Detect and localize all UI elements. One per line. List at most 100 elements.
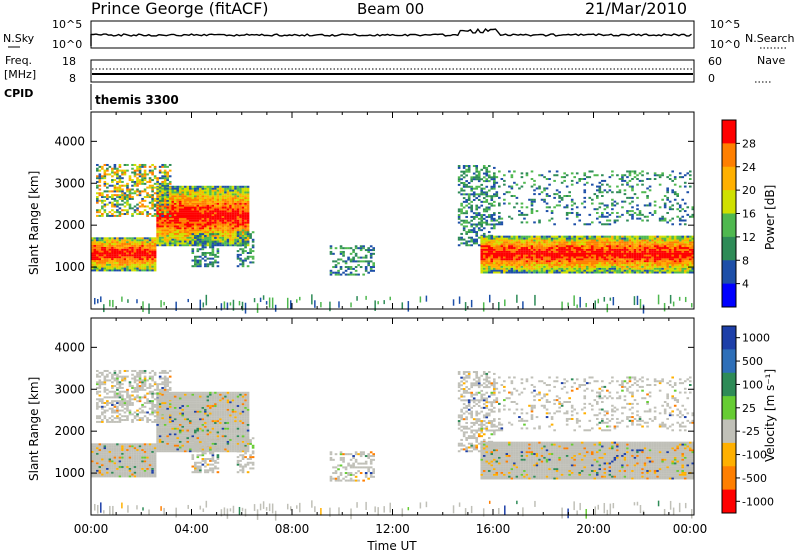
power-cell-3206: [546, 262, 549, 264]
power-cell-3155: [538, 245, 541, 247]
power-cell-2044: [161, 177, 164, 179]
power-cell-1180: [212, 229, 215, 231]
power-cell-39: [96, 264, 99, 266]
power-cell-506: [159, 233, 162, 235]
power-cell-189: [116, 252, 119, 254]
power-cell-2275: [332, 260, 335, 262]
power-cell-2135: [199, 237, 202, 239]
power-cell-2041: [161, 185, 164, 187]
power-cell-1253: [217, 212, 220, 214]
power-cell-1796: [119, 188, 122, 190]
power-cell-680: [171, 207, 174, 209]
power-cell-1758: [114, 188, 117, 190]
power-cell-831: [184, 223, 187, 225]
power-cell-3276: [553, 243, 556, 245]
power-ground-4913: [634, 296, 636, 305]
power-cell-1359: [224, 193, 227, 195]
power-cell-2540: [475, 171, 478, 173]
power-cell-3790: [619, 255, 622, 257]
power-cell-1431: [232, 239, 235, 241]
power-cell-3714: [609, 247, 612, 249]
power-cell-4002: [646, 270, 649, 272]
power-cell-366: [141, 258, 144, 260]
power-cell-4446: [523, 182, 526, 184]
power-cell-2349: [362, 260, 365, 262]
power-cell-2555: [478, 195, 481, 197]
power-cell-3035: [523, 245, 526, 247]
power-cell-2871: [503, 253, 506, 255]
power-cell-439: [151, 256, 154, 258]
power-cell-4544: [571, 180, 574, 182]
power-cell-3959: [639, 238, 642, 240]
power-cell-3848: [626, 258, 629, 260]
power-cell-3932: [636, 251, 639, 253]
power-cell-465: [154, 241, 157, 243]
power-cell-3388: [568, 258, 571, 260]
power-cell-2459: [465, 165, 468, 167]
power-cell-511: [159, 223, 162, 225]
power-cell-508: [159, 229, 162, 231]
power-cell-2727: [485, 260, 488, 262]
power-cell-760: [179, 237, 182, 239]
power-cell-4551: [576, 212, 579, 214]
power-cell-4511: [556, 174, 559, 176]
power-cell-744: [176, 207, 179, 209]
power-cell-2379: [372, 262, 375, 264]
power-cell-2433: [463, 176, 466, 178]
power-cell-1851: [129, 207, 132, 209]
power-cell-3830: [624, 255, 627, 257]
power-cell-1838: [126, 204, 129, 206]
power-cell-1999: [154, 198, 157, 200]
power-cell-345: [139, 264, 142, 266]
power-cell-1437: [232, 227, 235, 229]
power-cell-1701: [104, 196, 107, 198]
power-cell-3084: [531, 266, 534, 268]
power-cell-2833: [498, 249, 501, 251]
power-cell-2083: [166, 175, 169, 177]
power-cell-3167: [541, 260, 544, 262]
power-cell-2596: [483, 197, 486, 199]
power-cell-3781: [619, 271, 622, 273]
power-cell-3599: [594, 238, 597, 240]
power-cell-2699: [480, 238, 483, 240]
power-cell-4001: [646, 271, 649, 273]
power-cell-2918: [508, 239, 511, 241]
power-cell-1964: [149, 202, 152, 204]
power-cell-2589: [483, 227, 486, 229]
power-cell-1007: [197, 193, 200, 195]
power-cell-2394: [458, 180, 461, 182]
power-cell-3941: [639, 271, 642, 273]
power-cell-1833: [124, 170, 127, 172]
power-cell-2064: [164, 177, 167, 179]
power-cell-1520: [237, 191, 240, 193]
power-cell-1510: [237, 210, 240, 212]
power-cell-786: [179, 188, 182, 190]
power-cell-2887: [506, 260, 509, 262]
power-cell-3607: [596, 260, 599, 262]
power-cell-2892: [506, 251, 509, 253]
power-cell-2371: [370, 257, 373, 259]
power-cell-2538: [475, 176, 478, 178]
power-cell-150: [111, 258, 114, 260]
power-cell-1460: [234, 244, 237, 246]
power-cell-2244: [247, 252, 250, 254]
power-cell-2542: [475, 167, 478, 169]
power-cell-406: [146, 251, 149, 253]
power-cell-4017: [646, 241, 649, 243]
power-cell-1727: [109, 202, 112, 204]
power-cell-2103: [192, 239, 195, 241]
power-cell-3672: [604, 251, 607, 253]
power-cell-839: [184, 208, 187, 210]
power-cell-4541: [571, 201, 574, 203]
power-cell-4095: [656, 245, 659, 247]
power-cell-3623: [599, 268, 602, 270]
power-cell-4594: [596, 174, 599, 176]
power-cell-1019: [199, 231, 202, 233]
power-cell-2894: [506, 247, 509, 249]
power-cell-112: [106, 262, 109, 264]
power-cell-3208: [546, 258, 549, 260]
power-cell-3227: [548, 260, 551, 262]
power-cell-3303: [558, 268, 561, 270]
power-cell-1689: [101, 196, 104, 198]
